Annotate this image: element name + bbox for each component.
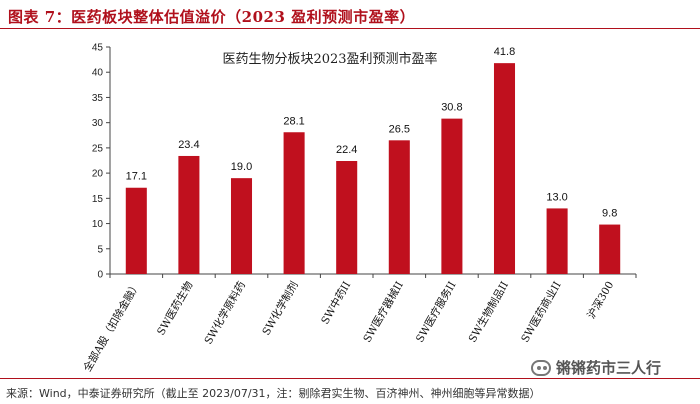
data-label: 17.1 — [126, 171, 147, 183]
data-label: 22.4 — [336, 144, 357, 156]
data-label: 41.8 — [494, 46, 515, 58]
x-tick-label: SW医疗器械II — [360, 279, 405, 345]
y-tick-label: 40 — [92, 68, 104, 79]
y-tick-label: 20 — [92, 169, 104, 180]
y-tick-label: 10 — [92, 219, 104, 230]
bar — [493, 63, 516, 274]
x-tick-label: SW医药商业II — [518, 279, 563, 345]
bar — [599, 224, 621, 274]
x-tick-label: SW化学制剂 — [259, 279, 300, 337]
bar — [336, 161, 358, 274]
x-tick-label: 沪深300 — [585, 279, 617, 321]
data-label: 30.8 — [441, 102, 462, 114]
chart-title: 医药生物分板块2023盈利预测市盈率 — [222, 51, 437, 67]
source-note: 来源：Wind，中泰证券研究所（截止至 2023/07/31，注：剔除君实生物、… — [6, 387, 541, 400]
bar — [283, 132, 305, 274]
bar — [546, 208, 568, 274]
data-label: 19.0 — [231, 161, 252, 173]
x-tick-label: SW医药生物 — [154, 279, 195, 337]
x-tick-label: SW生物制品II — [466, 279, 511, 345]
bar — [441, 118, 463, 275]
wechat-icon — [531, 359, 551, 376]
data-label: 28.1 — [283, 115, 304, 127]
bar — [125, 187, 147, 274]
data-label: 26.5 — [389, 123, 410, 135]
bar — [230, 178, 253, 274]
x-tick-label: SW化学原料药 — [202, 279, 249, 347]
y-tick-label: 15 — [92, 194, 104, 205]
bars-group — [125, 63, 621, 275]
y-tick-label: 25 — [92, 143, 104, 154]
figure-title: 图表 7：医药板块整体估值溢价（2023 盈利预测市盈率） — [8, 8, 416, 26]
x-tick-label: SW医疗服务II — [413, 279, 458, 345]
watermark-text: 锵锵药市三人行 — [556, 359, 662, 377]
data-label: 9.8 — [602, 208, 617, 220]
y-tick-label: 5 — [97, 244, 103, 255]
bar — [178, 155, 200, 274]
x-tick-label: SW中药II — [318, 279, 353, 326]
watermark: 锵锵药市三人行 — [528, 356, 665, 379]
y-tick-label: 45 — [92, 43, 104, 54]
data-label: 13.0 — [546, 191, 567, 203]
title-rule — [0, 28, 700, 29]
y-tick-label: 0 — [97, 270, 103, 281]
source-rule — [0, 378, 700, 379]
y-tick-label: 35 — [92, 93, 104, 104]
data-label: 23.4 — [178, 139, 199, 151]
y-tick-label: 30 — [92, 118, 104, 129]
x-tick-label: 全部A股（扣除金融） — [81, 279, 143, 374]
bar — [388, 140, 410, 274]
